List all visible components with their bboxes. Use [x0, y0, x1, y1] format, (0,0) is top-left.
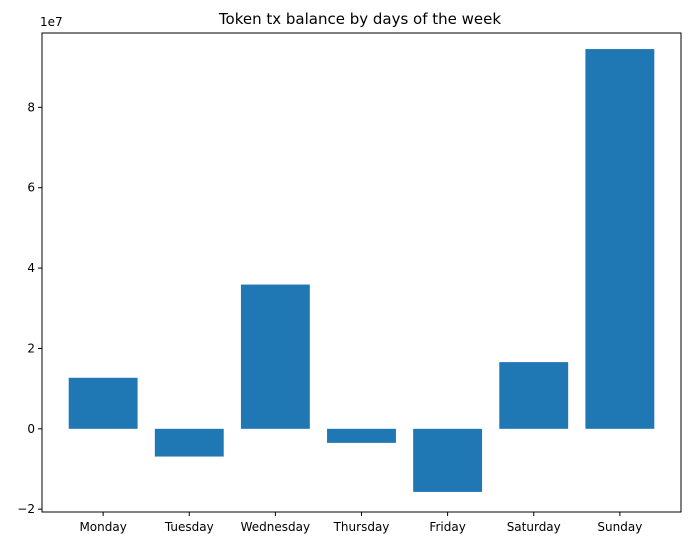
y-tick-label: −2: [17, 502, 35, 516]
bar-sunday: [585, 49, 655, 429]
x-tick-label-sunday: Sunday: [597, 520, 642, 534]
bar-monday: [68, 377, 138, 429]
plot-frame: [41, 32, 682, 513]
x-tick-label-tuesday: Tuesday: [164, 520, 214, 534]
y-tick-label: 2: [27, 341, 35, 355]
y-scale-label: 1e7: [40, 15, 63, 29]
x-tick-label-monday: Monday: [79, 520, 126, 534]
x-axis: Monday Tuesday Wednesday Thursday Friday Satu…: [79, 512, 642, 534]
y-tick-label: 0: [27, 422, 35, 436]
bar-wednesday: [240, 284, 310, 429]
bar-saturday: [499, 362, 569, 429]
x-tick-label-friday: Friday: [429, 520, 465, 534]
chart-title: Token tx balance by days of the week: [218, 10, 501, 28]
bar-friday: [413, 428, 483, 492]
y-axis: −2 0 2 4 6 8: [17, 100, 42, 516]
x-tick-label-wednesday: Wednesday: [241, 520, 310, 534]
x-tick-label-saturday: Saturday: [507, 520, 561, 534]
x-tick-label-thursday: Thursday: [333, 520, 390, 534]
y-tick-label: 6: [27, 181, 35, 195]
y-tick-label: 8: [27, 100, 35, 114]
bar-tuesday: [154, 428, 224, 457]
bars-group: [68, 49, 655, 492]
bar-thursday: [327, 428, 396, 443]
y-tick-label: 4: [27, 261, 35, 275]
